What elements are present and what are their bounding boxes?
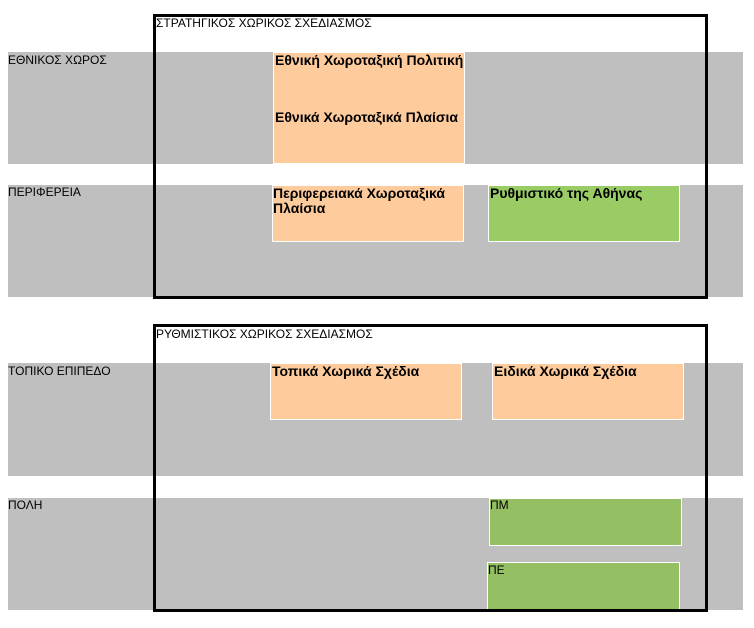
frame-regulatory: [153, 324, 708, 612]
box-national-policy: [273, 52, 465, 164]
box-pm: [489, 498, 682, 546]
label-regional: ΠΕΡΙΦΕΡΕΙΑ: [8, 185, 81, 199]
text-regional-frameworks: Περιφερειακά Χωροταξικά Πλαίσια: [273, 185, 445, 216]
text-pm: ΠΜ: [490, 498, 509, 512]
label-national: ΕΘΝΙΚΟΣ ΧΩΡΟΣ: [8, 53, 107, 67]
text-national-policy: Εθνική Χωροταξική Πολιτική: [275, 52, 464, 68]
label-local: ΤΟΠΙΚΟ ΕΠΙΠΕΔΟ: [8, 364, 111, 378]
text-special-plans: Ειδικά Χωρικά Σχέδια: [494, 363, 637, 379]
box-regional-frameworks: [272, 185, 464, 242]
text-national-frameworks: Εθνικά Χωροταξικά Πλαίσια: [275, 109, 458, 125]
label-city: ΠΟΛΗ: [8, 498, 43, 512]
text-athens-plan: Ρυθμιστικό της Αθήνας: [490, 185, 643, 201]
title-regulatory: ΡΥΘΜΙΣΤΙΚΟΣ ΧΩΡΙΚΟΣ ΣΧΕΔΙΑΣΜΟΣ: [156, 327, 373, 341]
box-local-plans: [270, 363, 462, 420]
text-pe: ΠΕ: [488, 563, 505, 577]
box-athens-plan: [488, 185, 680, 242]
box-pe: [487, 562, 680, 610]
frame-strategic: [153, 14, 708, 299]
text-local-plans: Τοπικά Χωρικά Σχέδια: [272, 363, 420, 379]
box-special-plans: [492, 363, 684, 420]
title-strategic: ΣΤΡΑΤΗΓΙΚΟΣ ΧΩΡΙΚΟΣ ΣΧΕΔΙΑΣΜΟΣ: [156, 16, 372, 30]
